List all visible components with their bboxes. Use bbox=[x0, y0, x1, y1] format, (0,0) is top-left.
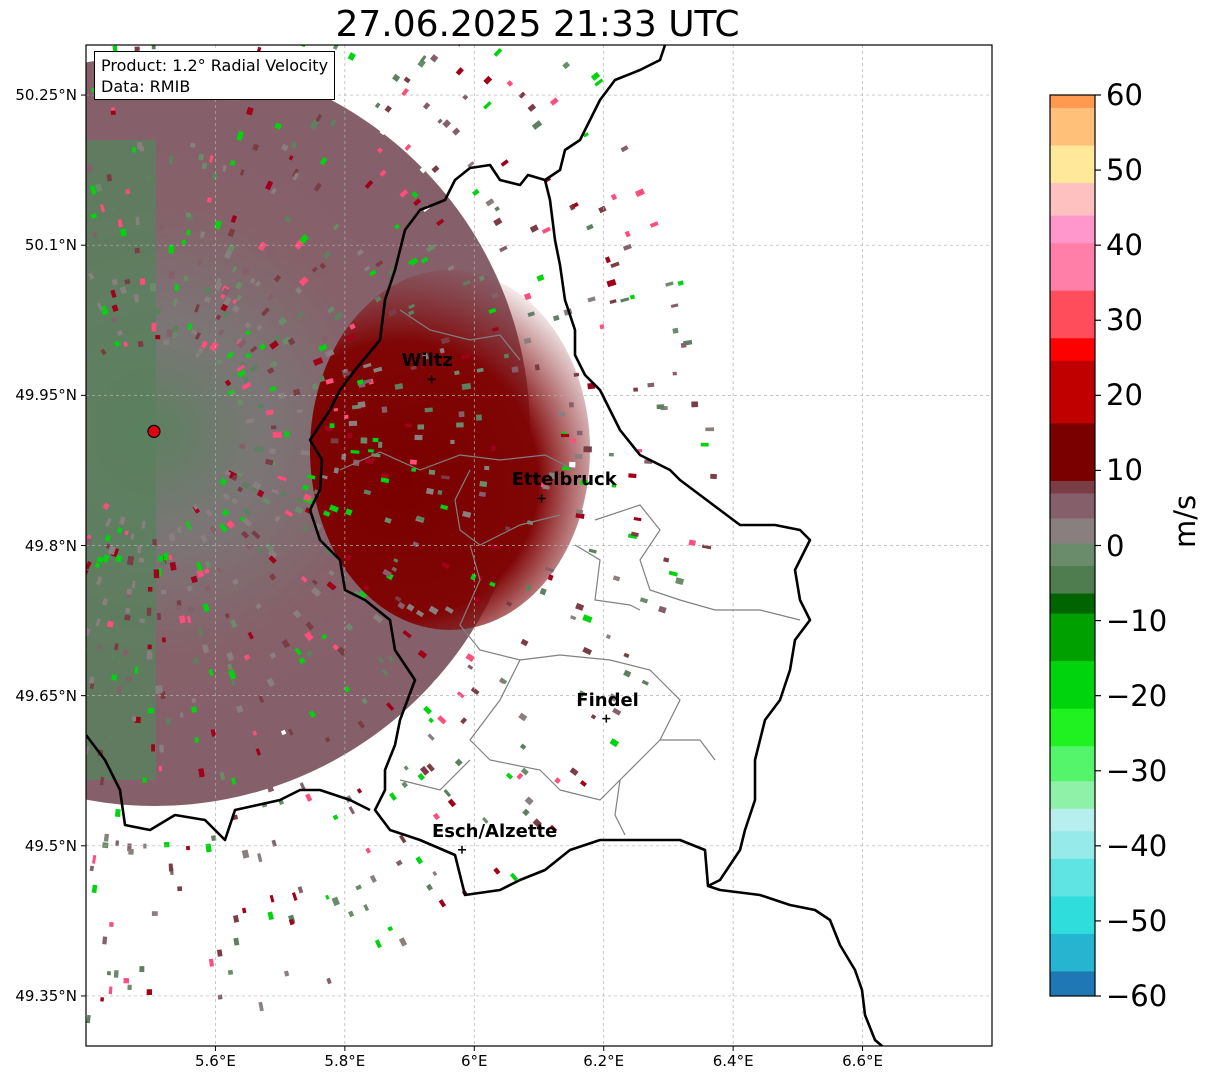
lat-tick-label: 50.1°N bbox=[24, 236, 77, 255]
city-label: Findel bbox=[576, 689, 639, 711]
lon-tick-label: 6.2°E bbox=[583, 1052, 625, 1070]
lat-tick-label: 49.95°N bbox=[15, 386, 77, 405]
lon-tick-label: 6.4°E bbox=[712, 1052, 754, 1070]
canton-boundary bbox=[594, 504, 801, 621]
canton-boundary bbox=[399, 309, 521, 361]
city-markers bbox=[427, 375, 611, 854]
country-borders bbox=[86, 45, 883, 1046]
canton-boundary bbox=[459, 544, 611, 661]
lat-tick-label: 49.5°N bbox=[24, 836, 77, 855]
colorbar-tick-label: 60 bbox=[1106, 78, 1143, 112]
colorbar-tick-label: 30 bbox=[1106, 303, 1143, 338]
velocity-field-outbound bbox=[310, 270, 590, 630]
city-marker bbox=[602, 714, 611, 723]
lon-tick-label: 6.6°E bbox=[842, 1052, 883, 1070]
colorbar-segments bbox=[1050, 95, 1095, 997]
velocity-field-inbound bbox=[86, 140, 156, 780]
lat-tick-label: 50.25°N bbox=[15, 86, 77, 105]
product-info-box: Product: 1.2° Radial Velocity Data: RMIB bbox=[94, 51, 336, 100]
lat-tick-label: 49.35°N bbox=[15, 986, 77, 1005]
colorbar-tick-label: 0 bbox=[1106, 528, 1125, 563]
canton-boundary bbox=[614, 779, 626, 836]
data-source-label: Data: RMIB bbox=[101, 77, 191, 96]
city-marker bbox=[537, 494, 546, 503]
germany-france-border bbox=[707, 884, 883, 1046]
lat-tick-label: 49.65°N bbox=[15, 686, 77, 705]
colorbar-tick-label: −10 bbox=[1106, 603, 1168, 638]
colorbar-tick-label: 20 bbox=[1106, 378, 1143, 413]
colorbar-tick-label: 50 bbox=[1106, 153, 1143, 188]
radar-site bbox=[147, 424, 161, 438]
colorbar-tick-label: −30 bbox=[1106, 753, 1168, 788]
colorbar bbox=[1049, 94, 1101, 997]
canton-boundaries bbox=[339, 309, 801, 836]
belgium-germany-border bbox=[544, 45, 667, 182]
canton-boundary bbox=[339, 451, 576, 471]
colorbar-tick-marks bbox=[1095, 94, 1101, 997]
city-label: Esch/Alzette bbox=[431, 820, 558, 842]
luxembourg-border bbox=[308, 163, 812, 897]
colorbar-tick-label: −40 bbox=[1106, 828, 1168, 863]
radar-noise-pixels bbox=[86, 45, 718, 1024]
canton-boundary bbox=[609, 659, 716, 761]
lon-tick-label: 5.6°E bbox=[195, 1052, 236, 1070]
canton-boundary bbox=[574, 544, 641, 611]
canton-boundary bbox=[469, 659, 561, 791]
belgium-france-border bbox=[86, 734, 371, 842]
city-marker bbox=[457, 845, 466, 854]
colorbar-tick-label: 40 bbox=[1106, 228, 1143, 263]
colorbar-unit-label: m/s bbox=[1168, 494, 1202, 548]
axis-tick-marks bbox=[81, 94, 864, 1051]
colorbar-tick-label: −20 bbox=[1106, 678, 1168, 713]
lon-tick-label: 5.8°E bbox=[324, 1052, 366, 1070]
colorbar-tick-label: −60 bbox=[1106, 979, 1168, 1013]
city-label: Ettelbruck bbox=[511, 469, 617, 491]
radar-site-marker bbox=[147, 424, 161, 438]
canton-boundary bbox=[454, 469, 561, 546]
colorbar-tick-label: 10 bbox=[1106, 453, 1143, 488]
lat-tick-label: 49.8°N bbox=[24, 536, 77, 555]
map-title: 27.06.2025 21:33 UTC bbox=[335, 4, 740, 45]
canton-boundary bbox=[399, 759, 471, 791]
lon-tick-label: 6°E bbox=[461, 1052, 488, 1070]
product-label: Product: 1.2° Radial Velocity bbox=[101, 56, 329, 75]
colorbar-tick-label: −50 bbox=[1106, 903, 1168, 938]
city-marker bbox=[427, 375, 436, 384]
city-label: Wiltz bbox=[401, 350, 453, 372]
